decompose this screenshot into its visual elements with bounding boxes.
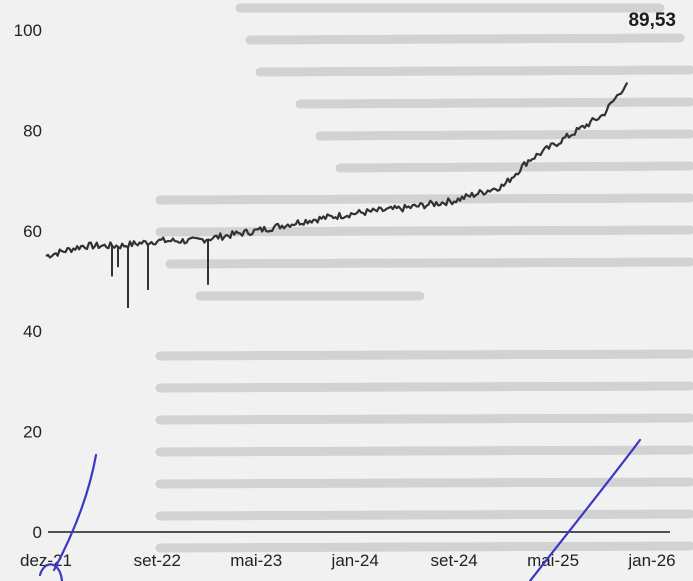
- y-tick-label: 20: [23, 423, 42, 442]
- y-tick-label: 80: [23, 121, 42, 140]
- pen-mark-right: [528, 438, 642, 581]
- x-tick-label: mai-23: [230, 551, 282, 570]
- y-tick-label: 100: [14, 21, 42, 40]
- x-tick-label: jan-26: [627, 551, 675, 570]
- last-value-label: 89,53: [628, 10, 676, 31]
- x-tick-label: mai-25: [527, 551, 579, 570]
- y-tick-label: 0: [33, 523, 42, 542]
- y-tick-label: 40: [23, 322, 42, 341]
- series-group: [45, 82, 629, 308]
- x-tick-label: jan-24: [331, 551, 379, 570]
- x-tick-label: set-22: [134, 551, 181, 570]
- pen-mark-left: [38, 453, 98, 581]
- x-tick-label: dez-21: [20, 551, 72, 570]
- y-axis-tick-labels: 100 80 60 40 20 0: [14, 21, 42, 542]
- x-axis-tick-labels: dez-21 set-22 mai-23 jan-24 set-24 mai-25 jan-…: [20, 551, 676, 570]
- y-tick-label: 60: [23, 222, 42, 241]
- x-tick-label: set-24: [430, 551, 477, 570]
- series-line: [45, 82, 629, 259]
